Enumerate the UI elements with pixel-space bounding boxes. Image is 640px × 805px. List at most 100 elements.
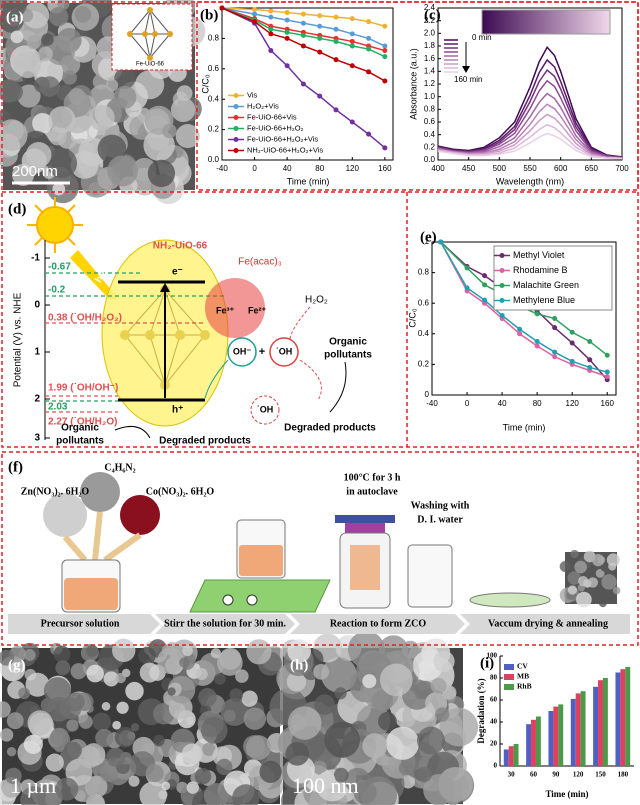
products: Degraded products (284, 423, 376, 434)
point (300, 81, 306, 87)
grain (317, 771, 336, 790)
legend-marker (233, 104, 239, 109)
radical: ˙OH (276, 346, 293, 356)
tick-label: 0 (34, 300, 40, 311)
point (366, 46, 372, 52)
grain (574, 560, 587, 574)
electron: e⁻ (172, 267, 183, 278)
grain (47, 148, 78, 179)
grain (423, 774, 455, 805)
x-tick-label: 450 (462, 164, 476, 173)
point (317, 35, 323, 41)
x-tick-label: 120 (566, 399, 580, 408)
point (317, 13, 323, 19)
legend-label: Malachite Green (513, 280, 579, 290)
grain (600, 564, 608, 572)
grain (186, 781, 199, 794)
point (604, 374, 610, 380)
frame (1, 451, 639, 646)
panel-label: (b) (200, 7, 218, 23)
axis-ticks (45, 257, 50, 439)
autoclave-cap (345, 523, 385, 533)
bar (526, 724, 532, 766)
material: NH₂-UiO-66 (153, 241, 208, 252)
series-line (440, 241, 608, 378)
grain (578, 576, 589, 587)
series-line (221, 7, 386, 149)
hotplate (189, 579, 331, 613)
grain (194, 767, 212, 785)
step: Stirr the solution for 30 min. (164, 618, 286, 629)
x-tick-label: 40 (283, 164, 292, 173)
point (252, 7, 258, 13)
grain (139, 662, 160, 683)
vials-photo (481, 9, 611, 35)
note: in autoclave (346, 486, 398, 497)
arrow (289, 306, 311, 341)
grain (259, 760, 282, 783)
grain (175, 124, 200, 149)
point (333, 38, 339, 44)
legend-label: Vis (247, 90, 258, 99)
grain (229, 688, 243, 702)
x-tick-label: 500 (493, 164, 507, 173)
legend-label: RhB (517, 682, 532, 691)
grain (116, 701, 129, 714)
panel-label: (c) (424, 7, 441, 23)
grain (112, 638, 136, 663)
grain (601, 574, 617, 590)
grain (86, 644, 99, 657)
grain (430, 677, 447, 694)
fe-complex (205, 278, 265, 338)
point (534, 343, 540, 349)
light-beam (70, 250, 118, 300)
point (587, 364, 593, 370)
grain (559, 560, 571, 572)
point (464, 265, 470, 271)
grain (46, 696, 72, 722)
point (333, 107, 339, 113)
scale-bar: 1 µm (10, 773, 56, 798)
x-axis-title: Wavelength (nm) (496, 176, 564, 186)
panel-label: (d) (8, 201, 26, 217)
pollutants: Organic (329, 337, 367, 348)
panel-label: (e) (420, 229, 437, 245)
point (517, 331, 523, 337)
hydroxide: OH⁻ (233, 346, 252, 356)
y-tick-label: 0.4 (424, 130, 436, 139)
panel-label: (f) (8, 459, 23, 475)
point (366, 69, 372, 75)
bar (598, 680, 603, 766)
y-axis-title: Absorbance (a.u.) (408, 48, 418, 120)
grain (17, 84, 41, 108)
tick-label: 1 (34, 347, 40, 358)
level-label: 0.38 (˙OH/H₂O₂) (48, 313, 122, 324)
grain (27, 710, 53, 736)
y-tick-label: 0.8 (424, 104, 436, 113)
series-line (437, 92, 623, 159)
step-banner (8, 614, 160, 634)
arrow (204, 359, 229, 399)
y-tick-label: 0 (425, 390, 430, 399)
grain (68, 87, 86, 105)
annotation: 0 min (472, 33, 492, 42)
grain (74, 6, 92, 23)
oxidant: H₂O₂ (305, 295, 328, 306)
grain (10, 30, 24, 44)
x-tick-label: 90 (552, 771, 560, 779)
step: Reaction to form ZCO (330, 618, 427, 629)
radical-circle (250, 395, 280, 425)
bar (615, 672, 621, 766)
series-line (437, 58, 623, 159)
panel-label: (a) (6, 9, 24, 25)
y-tick-label: 0.4 (418, 329, 430, 338)
point (382, 78, 388, 84)
legend-marker (233, 115, 239, 120)
grain (45, 753, 64, 772)
grain (179, 657, 190, 668)
point (268, 31, 274, 37)
legend-swatch (504, 664, 514, 670)
grain (32, 112, 53, 134)
grain (130, 723, 140, 732)
beaker (407, 544, 453, 608)
